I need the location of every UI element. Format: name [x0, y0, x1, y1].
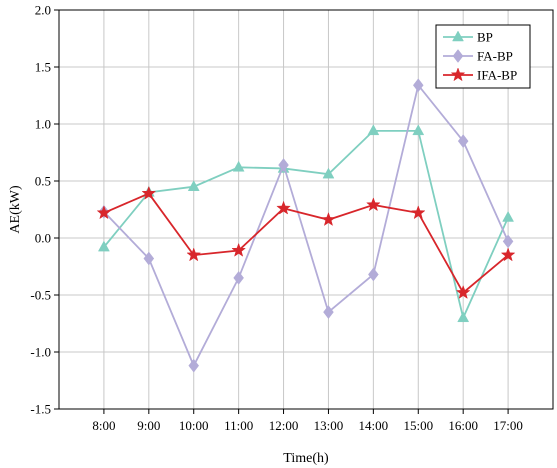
data-point-bp: [367, 124, 380, 136]
data-point-ifa-bp: [366, 197, 381, 212]
series-line-bp: [103, 129, 509, 321]
data-point-fa-bp: [143, 251, 155, 266]
x-tick-label: 14:00: [359, 418, 389, 433]
data-point-ifa-bp: [96, 205, 112, 220]
data-point-ifa-bp: [410, 205, 426, 220]
series-bp: [97, 124, 515, 323]
plot-frame: [58, 9, 554, 410]
data-point-ifa-bp: [231, 242, 246, 257]
y-axis-title: AE(kW): [8, 185, 23, 234]
legend-item-bp: BP: [443, 30, 493, 45]
y-tick-label: -1.0: [30, 345, 51, 360]
y-axis: -1.5 -1.0 -0.5 0.0 0.5 1.0 1.5 2.0: [30, 3, 59, 417]
x-tick-label: 8:00: [92, 418, 115, 433]
x-tick-label: 15:00: [403, 418, 433, 433]
data-point-ifa-bp: [500, 247, 516, 262]
legend-marker: [452, 49, 464, 63]
legend-item-fa-bp: FA-BP: [443, 49, 513, 64]
data-point-bp: [412, 124, 425, 136]
data-point-fa-bp: [502, 234, 514, 249]
data-point-fa-bp: [368, 267, 379, 282]
series-line-fa-bp: [103, 83, 509, 368]
data-point-ifa-bp: [186, 247, 202, 262]
y-tick-label: -0.5: [30, 288, 51, 303]
data-point-bp: [97, 240, 110, 252]
legend-label: BP: [477, 30, 493, 45]
x-tick-label: 11:00: [224, 418, 253, 433]
data-point-bp: [187, 180, 200, 191]
legend-label: IFA-BP: [477, 68, 517, 83]
data-point-fa-bp: [412, 78, 424, 93]
x-tick-label: 10:00: [179, 418, 209, 433]
legend-item-ifa-bp: IFA-BP: [443, 67, 517, 83]
series-layer: [96, 78, 516, 373]
data-point-ifa-bp: [321, 212, 336, 227]
legend-marker: [450, 67, 466, 82]
data-point-ifa-bp: [276, 200, 291, 215]
data-point-bp: [232, 160, 245, 172]
series-ifa-bp: [96, 185, 516, 299]
data-point-bp: [457, 311, 470, 323]
y-tick-label: -1.5: [30, 402, 51, 417]
x-axis-title: Time(h): [283, 451, 329, 466]
data-point-fa-bp: [188, 358, 200, 373]
x-axis: 8:00 9:00 10:00 11:00 12:00 13:00 14:00 15:00 16…: [92, 409, 523, 433]
data-point-bp: [322, 167, 335, 179]
y-tick-label: 1.0: [35, 117, 51, 132]
data-point-fa-bp: [278, 158, 289, 172]
x-tick-label: 16:00: [448, 418, 478, 433]
data-point-fa-bp: [457, 134, 469, 149]
y-tick-label: 1.5: [35, 60, 51, 75]
data-point-ifa-bp: [141, 185, 157, 200]
series-fa-bp: [98, 78, 514, 373]
legend: BP FA-BP IFA-BP: [435, 24, 531, 89]
y-tick-label: 0.0: [35, 231, 51, 246]
x-tick-label: 9:00: [137, 418, 160, 433]
legend-label: FA-BP: [477, 49, 513, 64]
y-tick-label: 2.0: [35, 3, 51, 18]
x-tick-label: 12:00: [269, 418, 299, 433]
data-point-ifa-bp: [455, 284, 471, 299]
data-point-fa-bp: [323, 305, 334, 320]
series-line-ifa-bp: [103, 192, 509, 295]
data-point-bp: [502, 210, 515, 222]
y-tick-label: 0.5: [35, 174, 51, 189]
x-tick-label: 17:00: [493, 418, 523, 433]
data-point-fa-bp: [233, 270, 244, 285]
x-tick-label: 13:00: [314, 418, 344, 433]
legend-marker: [452, 30, 464, 42]
